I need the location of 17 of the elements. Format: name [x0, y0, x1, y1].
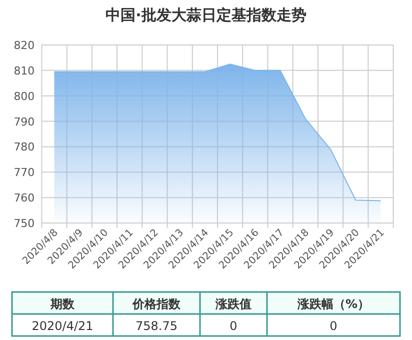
y-tick-label: 790 [14, 115, 35, 128]
chart-title: 中国·批发大蒜日定基指数走势 [106, 6, 306, 24]
text: 期数 [50, 297, 76, 311]
y-tick-label: 780 [14, 140, 35, 154]
text: 0 [330, 319, 338, 333]
text: 涨跌幅（%） [296, 297, 370, 311]
y-tick-label: 760 [14, 192, 35, 205]
y-tick-label: 800 [14, 90, 35, 103]
y-tick-label: 750 [14, 217, 35, 230]
text: 涨跌值 [214, 297, 252, 311]
text: 2020/4/21 [32, 319, 94, 333]
text: 价格指数 [132, 297, 182, 311]
text: 758.75 [136, 319, 178, 333]
text: 0 [230, 319, 238, 333]
y-tick-label: 770 [14, 166, 35, 180]
y-tick-label: 810 [14, 64, 35, 78]
y-tick-label: 820 [14, 39, 35, 52]
